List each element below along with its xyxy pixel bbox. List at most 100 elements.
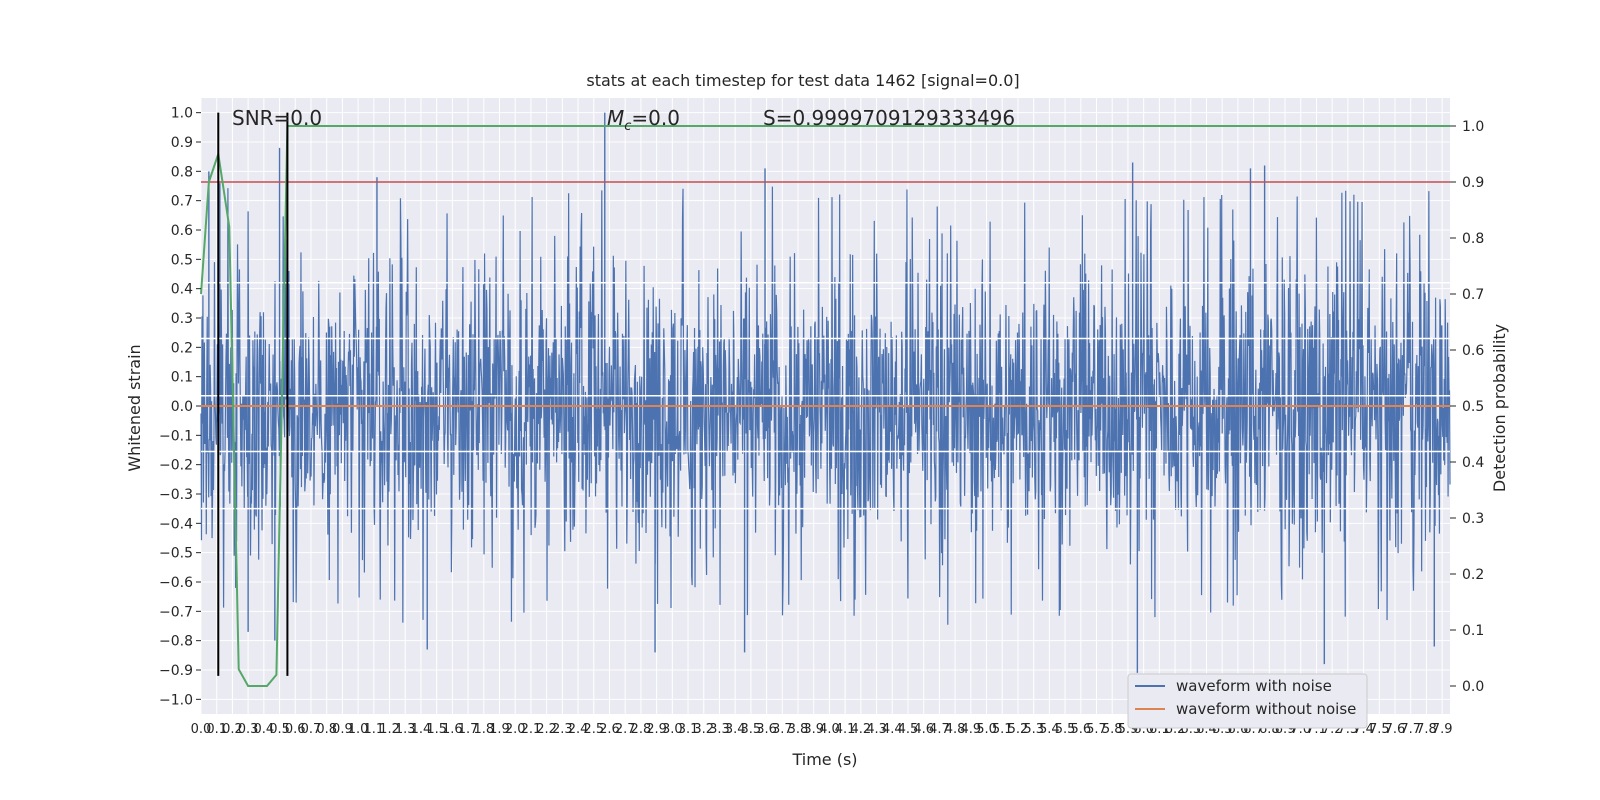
x-tick-label-3: 0.3 [238,722,259,737]
y-tick-label-2: −0.8 [159,634,193,650]
y2-tick-label-10: 1.0 [1462,119,1484,135]
x-tick-label-18: 1.8 [473,722,494,737]
x-tick-label-55: 5.5 [1055,722,1076,737]
x-tick-label-0: 0.0 [191,722,212,737]
y-tick-label-17: 0.7 [171,194,193,210]
x-tick-label-46: 4.6 [913,722,934,737]
y-tick-label-19: 0.9 [171,135,193,151]
x-tick-label-15: 1.5 [426,722,447,737]
x-tick-label-1: 0.1 [206,722,227,737]
x-tick-label-12: 1.2 [379,722,400,737]
x-tick-label-57: 5.7 [1086,722,1107,737]
mc-annotation: Mc=0.0 [607,106,680,134]
x-tick-label-16: 1.6 [442,722,463,737]
x-tick-label-25: 2.5 [583,722,604,737]
y-tick-label-12: 0.2 [171,340,193,356]
detection-probability-line [200,125,1450,687]
x-tick-label-32: 3.2 [693,722,714,737]
x-tick-label-7: 0.7 [301,722,322,737]
x-tick-label-34: 3.4 [725,722,746,737]
x-tick-label-50: 5.0 [976,722,997,737]
snr-annotation: SNR=0.0 [232,106,322,130]
x-tick-label-27: 2.7 [615,722,636,737]
y-tick-label-16: 0.6 [171,223,193,239]
series-layer [200,112,1451,687]
y-tick-label-1: −0.9 [159,663,193,679]
x-tick-label-47: 4.7 [929,722,950,737]
x-tick-label-4: 0.4 [253,722,274,737]
y-tick-label-4: −0.6 [159,575,193,591]
x-tick-label-2: 0.2 [222,722,243,737]
waveform-with-noise-line [200,186,1451,625]
x-tick-label-5: 0.5 [269,722,290,737]
y-axis-label: Whitened strain [125,344,144,471]
x-tick-label-24: 2.4 [568,722,589,737]
x-tick-label-56: 5.6 [1070,722,1091,737]
y2-tick-label-5: 0.5 [1462,399,1484,415]
x-tick-label-9: 0.9 [332,722,353,737]
x-tick-label-17: 1.7 [458,722,479,737]
x-tick-label-35: 3.5 [741,722,762,737]
y-tick-label-13: 0.3 [171,311,193,327]
x-tick-label-29: 2.9 [646,722,667,737]
x-tick-label-43: 4.3 [866,722,887,737]
y2-tick-label-0: 0.0 [1462,679,1484,695]
x-tick-label-37: 3.7 [772,722,793,737]
x-tick-label-58: 5.8 [1102,722,1123,737]
x-tick-label-26: 2.6 [599,722,620,737]
y-tick-label-9: −0.1 [159,428,193,444]
x-tick-label-52: 5.2 [1008,722,1029,737]
x-tick-label-22: 2.2 [536,722,557,737]
s-annotation: S=0.9999709129333496 [763,106,1015,130]
legend-label-noise: waveform with noise [1176,677,1332,695]
y-tick-label-7: −0.3 [159,487,193,503]
mc-subscript: c [624,119,631,134]
x-tick-label-31: 3.1 [678,722,699,737]
x-tick-label-30: 3.0 [662,722,683,737]
x-tick-label-8: 0.8 [316,722,337,737]
legend: waveform with noise waveform without noi… [1127,673,1368,729]
x-tick-label-44: 4.4 [882,722,903,737]
y2-tick-label-7: 0.7 [1462,287,1484,303]
x-axis-label: Time (s) [791,750,857,769]
y2-tick-label-4: 0.4 [1462,455,1484,471]
x-tick-label-79: 7.9 [1432,722,1453,737]
y2-tick-label-8: 0.8 [1462,231,1484,247]
y2-tick-label-3: 0.3 [1462,511,1484,527]
x-tick-label-78: 7.8 [1416,722,1437,737]
x-tick-label-45: 4.5 [898,722,919,737]
x-tick-label-23: 2.3 [552,722,573,737]
x-tick-label-41: 4.1 [835,722,856,737]
y-tick-label-18: 0.8 [171,164,193,180]
mc-value: =0.0 [631,106,680,130]
x-tick-label-11: 1.1 [363,722,384,737]
legend-label-clean: waveform without noise [1176,700,1356,718]
x-tick-label-14: 1.4 [411,722,432,737]
y-tick-label-10: 0.0 [171,399,193,415]
mc-symbol: M [607,106,624,130]
x-tick-label-49: 4.9 [960,722,981,737]
y-tick-label-5: −0.5 [159,546,193,562]
x-tick-label-54: 5.4 [1039,722,1060,737]
y2-tick-label-6: 0.6 [1462,343,1484,359]
x-tick-label-19: 1.9 [489,722,510,737]
y-tick-label-0: −1.0 [159,692,193,708]
x-tick-label-76: 7.6 [1385,722,1406,737]
x-tick-label-21: 2.1 [521,722,542,737]
y-tick-label-20: 1.0 [171,106,193,122]
x-tick-label-13: 1.3 [395,722,416,737]
x-tick-label-48: 4.8 [945,722,966,737]
x-tick-label-20: 2.0 [505,722,526,737]
y-tick-label-8: −0.2 [159,458,193,474]
x-tick-label-38: 3.8 [788,722,809,737]
y2-tick-label-9: 0.9 [1462,175,1484,191]
y2-tick-label-1: 0.1 [1462,623,1484,639]
x-tick-label-6: 0.6 [285,722,306,737]
y-tick-label-11: 0.1 [171,370,193,386]
x-tick-label-28: 2.8 [631,722,652,737]
y-tick-label-14: 0.4 [171,282,193,298]
x-tick-label-40: 4.0 [819,722,840,737]
y-tick-label-6: −0.4 [159,516,193,532]
x-tick-label-36: 3.6 [756,722,777,737]
